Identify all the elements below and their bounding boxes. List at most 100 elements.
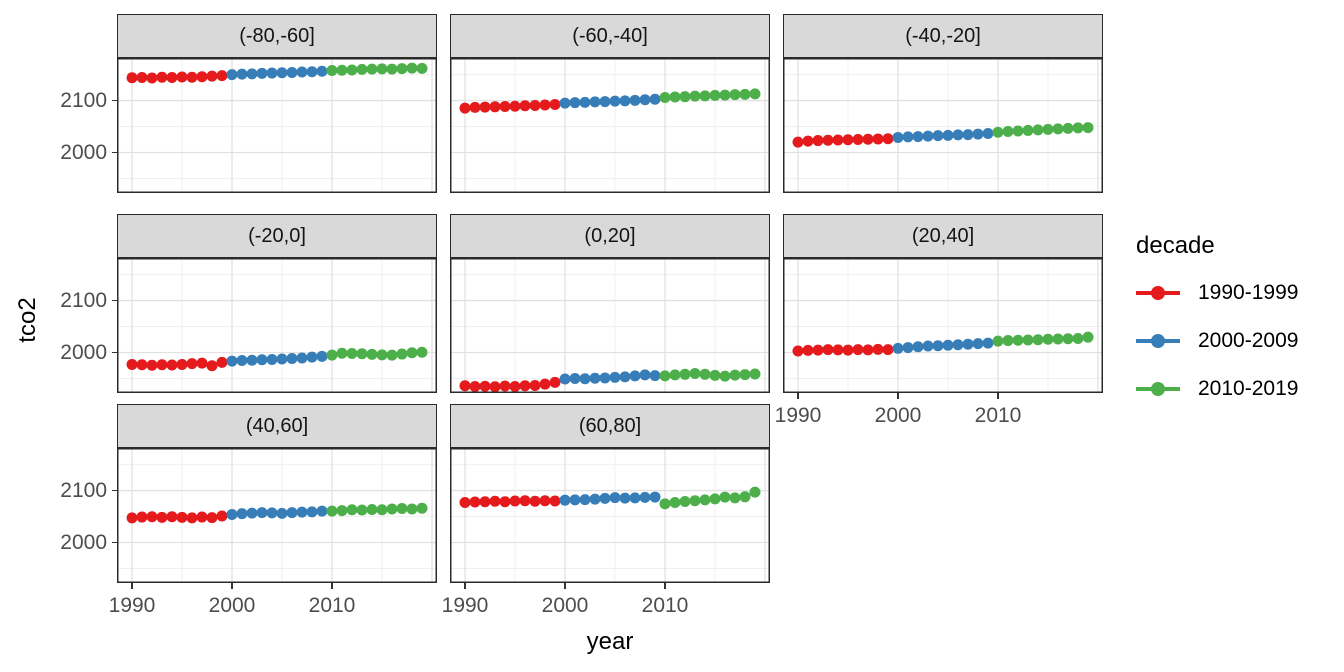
data-point	[619, 95, 631, 107]
data-point	[912, 341, 924, 353]
data-point	[459, 497, 471, 509]
data-point	[386, 503, 398, 515]
data-point	[366, 348, 378, 360]
data-point	[872, 133, 884, 145]
data-point	[549, 495, 561, 507]
data-point	[629, 370, 641, 382]
data-point	[376, 504, 388, 516]
data-point	[609, 492, 621, 504]
data-point	[699, 368, 711, 380]
data-point	[276, 67, 288, 79]
data-point	[942, 339, 954, 351]
data-point	[326, 349, 338, 361]
data-point	[489, 101, 501, 113]
data-point	[549, 98, 561, 110]
data-point	[196, 511, 208, 523]
y-tick-mark	[111, 351, 117, 354]
data-point	[396, 502, 408, 514]
data-point	[689, 368, 701, 380]
data-point	[679, 368, 691, 380]
data-point	[156, 71, 168, 83]
data-point	[479, 101, 491, 113]
data-point	[862, 133, 874, 145]
data-point	[659, 91, 671, 103]
data-point	[306, 506, 318, 518]
data-point	[416, 346, 428, 358]
data-point	[872, 343, 884, 355]
data-point	[599, 492, 611, 504]
data-point	[842, 134, 854, 146]
data-point	[316, 505, 328, 517]
data-point	[992, 335, 1004, 347]
facet-panel	[117, 448, 437, 583]
data-point	[729, 89, 741, 101]
data-point	[912, 131, 924, 143]
data-point	[639, 369, 651, 381]
data-point	[306, 351, 318, 363]
x-tick-mark	[331, 583, 333, 589]
facet-strip-label: (-20,0]	[117, 214, 437, 258]
x-tick-label: 1990	[108, 594, 156, 617]
data-point	[386, 349, 398, 361]
data-point	[126, 358, 138, 370]
data-point	[296, 66, 308, 78]
data-point	[246, 354, 258, 366]
data-point	[499, 101, 511, 113]
data-point	[236, 355, 248, 367]
data-point	[286, 352, 298, 364]
data-point	[699, 494, 711, 506]
data-point	[709, 89, 721, 101]
data-point	[296, 506, 308, 518]
data-point	[599, 96, 611, 108]
data-point	[406, 347, 418, 359]
data-point	[709, 369, 721, 381]
data-point	[1002, 335, 1014, 347]
data-point	[146, 511, 158, 523]
facet-panel	[783, 258, 1103, 393]
data-point	[1062, 122, 1074, 134]
x-axis-title: year	[586, 628, 634, 655]
data-point	[166, 511, 178, 523]
legend-entry-label: 2010-2019	[1198, 377, 1299, 400]
legend-entries: 1990-1999 2000-2009 2010-2019	[1136, 279, 1298, 403]
data-point	[719, 491, 731, 503]
data-point	[822, 344, 834, 356]
data-point	[416, 62, 428, 74]
data-point	[186, 71, 198, 83]
y-tick-label: 2000	[60, 140, 107, 164]
data-point	[1022, 124, 1034, 136]
data-point	[942, 129, 954, 141]
x-tick-mark	[664, 583, 666, 589]
data-point	[892, 342, 904, 354]
data-point	[226, 355, 238, 367]
data-point	[982, 128, 994, 140]
data-point	[922, 340, 934, 352]
legend: decade 1990-1999 2000-2009 2010-2019	[1136, 233, 1298, 403]
data-point	[729, 492, 741, 504]
data-point	[266, 67, 278, 79]
facet-strip-label: (20,40]	[783, 214, 1103, 258]
x-tick-label: 2010	[308, 594, 356, 617]
data-point	[892, 131, 904, 143]
data-point	[1032, 334, 1044, 346]
data-point	[922, 130, 934, 142]
data-point	[156, 511, 168, 523]
data-point	[992, 126, 1004, 138]
data-point	[276, 353, 288, 365]
data-point	[812, 344, 824, 356]
data-point	[792, 136, 804, 148]
data-point	[812, 135, 824, 147]
data-point	[962, 338, 974, 350]
data-point	[386, 63, 398, 75]
data-point	[862, 344, 874, 356]
data-point	[206, 360, 218, 372]
data-point	[822, 134, 834, 146]
data-point	[206, 512, 218, 524]
data-point	[469, 496, 481, 508]
data-point	[509, 495, 521, 507]
y-tick-mark	[111, 299, 117, 302]
x-tick-mark	[564, 583, 566, 589]
data-point	[882, 133, 894, 145]
data-point	[832, 344, 844, 356]
